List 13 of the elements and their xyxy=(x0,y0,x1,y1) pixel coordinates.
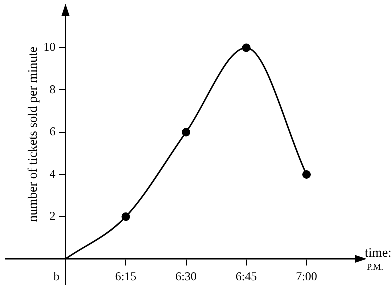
x-tick-label: b xyxy=(54,269,60,284)
x-tick-label: 6:45 xyxy=(236,269,258,284)
y-tick-label: 8 xyxy=(50,82,56,96)
y-tick-label: 10 xyxy=(44,40,56,54)
y-axis-title: number of tickets sold per minute xyxy=(25,46,40,222)
x-tick-label: 6:15 xyxy=(115,269,137,284)
point xyxy=(302,170,312,179)
y-tick-label: 2 xyxy=(50,209,56,224)
y-tick-label: 6 xyxy=(50,124,56,139)
y-tick-label: 4 xyxy=(50,166,56,181)
x-tick-label: 7:00 xyxy=(296,269,318,284)
x-tick-label: 6:30 xyxy=(176,269,197,284)
x-axis-title: time: P.M. xyxy=(365,245,391,272)
